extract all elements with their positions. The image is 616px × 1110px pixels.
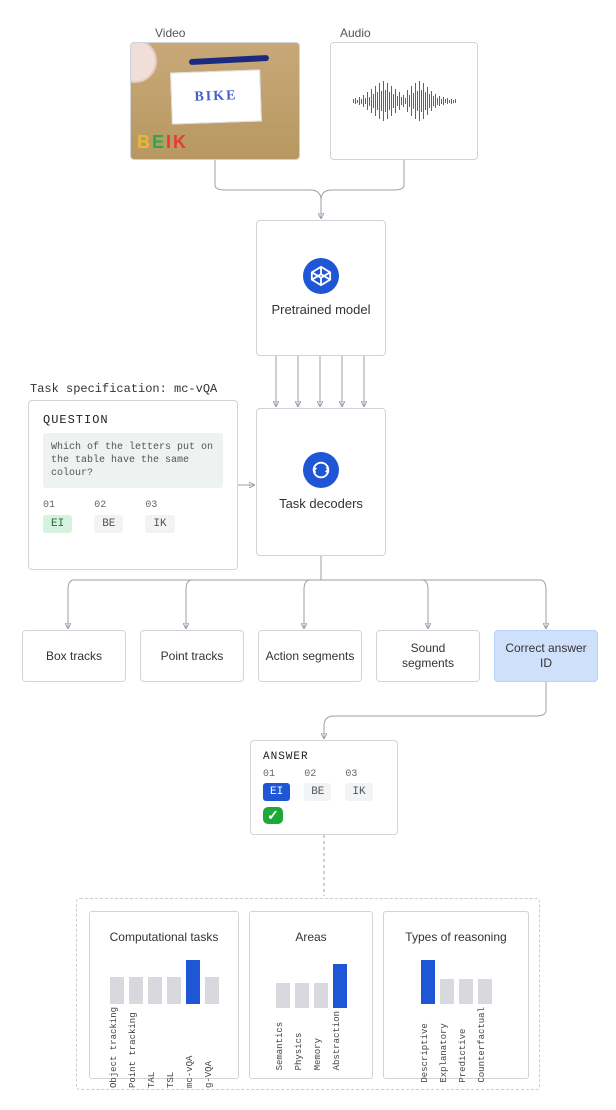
task-decoders-node: Task decoders: [256, 408, 386, 556]
letter: K: [173, 132, 188, 152]
decoder-icon: [303, 452, 339, 488]
letter: B: [137, 132, 152, 152]
question-text: Which of the letters put on the table ha…: [43, 433, 223, 488]
bar: [276, 983, 290, 1008]
bar-label: mc-vQA: [186, 1007, 200, 1088]
bar: [459, 979, 473, 1004]
option-chip: BE: [94, 515, 123, 533]
bar-label: Semantics: [276, 1011, 290, 1070]
chart-bars: [421, 960, 492, 1004]
bar-label: Object tracking: [110, 1007, 124, 1088]
option: 02 BE: [94, 500, 123, 533]
bar-label: TAL: [148, 1007, 162, 1088]
plate-icon: [130, 42, 157, 83]
chart-xlabels: Semantics Physics Memory Abstraction: [276, 1011, 347, 1070]
chart-title: Areas: [295, 922, 326, 952]
bar-label: g-VQA: [205, 1007, 219, 1088]
bar-label: Descriptive: [421, 1007, 435, 1083]
chart-xlabels: Object tracking Point tracking TAL TSL mc-vQ…: [110, 1007, 219, 1088]
bar: [167, 977, 181, 1004]
answer-options: 01 EI 02 BE 03 IK: [263, 769, 385, 801]
video-label: Video: [155, 26, 185, 40]
chart-bars: [110, 960, 219, 1004]
chart-types-of-reasoning: Types of reasoning DescriptiveExplanator…: [383, 911, 529, 1079]
bar: [478, 979, 492, 1004]
answer-chip: EI: [263, 783, 290, 801]
output-box-tracks: Box tracks: [22, 630, 126, 682]
bar: [314, 983, 328, 1008]
question-heading: QUESTION: [43, 413, 109, 427]
pretrained-model-label: Pretrained model: [272, 302, 371, 319]
option-num: 03: [145, 500, 157, 511]
video-input-box: BIKE BEIK: [130, 42, 300, 160]
answer-chip: BE: [304, 783, 331, 801]
chart-computational-tasks: Computational tasks Object trackingPoint…: [89, 911, 239, 1079]
audio-input-box: [330, 42, 478, 160]
answer-option: 02 BE: [304, 769, 331, 801]
audio-label: Audio: [340, 26, 371, 40]
task-decoders-label: Task decoders: [279, 496, 363, 513]
bar: [110, 977, 124, 1004]
output-sound-segments: Sound segments: [376, 630, 480, 682]
bar-label: Abstraction: [333, 1011, 347, 1070]
answer-chip: IK: [345, 783, 372, 801]
answer-num: 02: [304, 769, 331, 780]
bar-label: TSL: [167, 1007, 181, 1088]
bar-label: Memory: [314, 1011, 328, 1070]
output-point-tracks: Point tracks: [140, 630, 244, 682]
option-chip: IK: [145, 515, 174, 533]
letter: I: [166, 132, 173, 152]
chart-bars: [276, 960, 347, 1008]
answer-option: 01 EI: [263, 769, 290, 801]
taskspec-label: Task specification: mc-vQA: [30, 382, 217, 396]
option-num: 01: [43, 500, 55, 511]
bar: [295, 983, 309, 1008]
video-thumbnail: BIKE BEIK: [131, 43, 299, 159]
answer-num: 03: [345, 769, 372, 780]
charts-panel: Computational tasks Object tracking Point…: [76, 898, 540, 1090]
bar-label: Physics: [295, 1011, 309, 1070]
check-icon: ✓: [263, 807, 283, 824]
bar: [421, 960, 435, 1004]
bar: [440, 979, 454, 1004]
table-letters: BEIK: [137, 132, 188, 153]
waveform-icon: [353, 76, 456, 126]
answer-num: 01: [263, 769, 290, 780]
network-icon: [303, 258, 339, 294]
bar-label: Predictive: [459, 1007, 473, 1083]
pen-icon: [189, 55, 269, 65]
letter: E: [152, 132, 166, 152]
chart-title: Types of reasoning: [405, 922, 506, 952]
taskspec-panel: QUESTION Which of the letters put on the…: [28, 400, 238, 570]
bar-label: Point tracking: [129, 1007, 143, 1088]
chart-xlabels: Descriptive Explanatory Predictive Counterf…: [421, 1007, 492, 1083]
paper-note: BIKE: [170, 69, 262, 124]
bar: [333, 964, 347, 1008]
option-chip: EI: [43, 515, 72, 533]
answer-panel: ANSWER 01 EI 02 BE 03 IK ✓: [250, 740, 398, 835]
option-num: 02: [94, 500, 106, 511]
bar: [186, 960, 200, 1004]
bar: [148, 977, 162, 1004]
output-correct-answer: Correct answer ID: [494, 630, 598, 682]
option: 03 IK: [145, 500, 174, 533]
answer-option: 03 IK: [345, 769, 372, 801]
option: 01 EI: [43, 500, 72, 533]
bar: [205, 977, 219, 1004]
question-options: 01 EI 02 BE 03 IK: [43, 500, 223, 533]
chart-areas: Areas Semantics Physics Memory Abstraction: [249, 911, 373, 1079]
bar: [129, 977, 143, 1004]
chart-title: Computational tasks: [110, 922, 219, 952]
answer-heading: ANSWER: [263, 751, 309, 763]
bar-label: Explanatory: [440, 1007, 454, 1083]
pretrained-model-node: Pretrained model: [256, 220, 386, 356]
bar-label: Counterfactual: [478, 1007, 492, 1083]
output-action-segments: Action segments: [258, 630, 362, 682]
